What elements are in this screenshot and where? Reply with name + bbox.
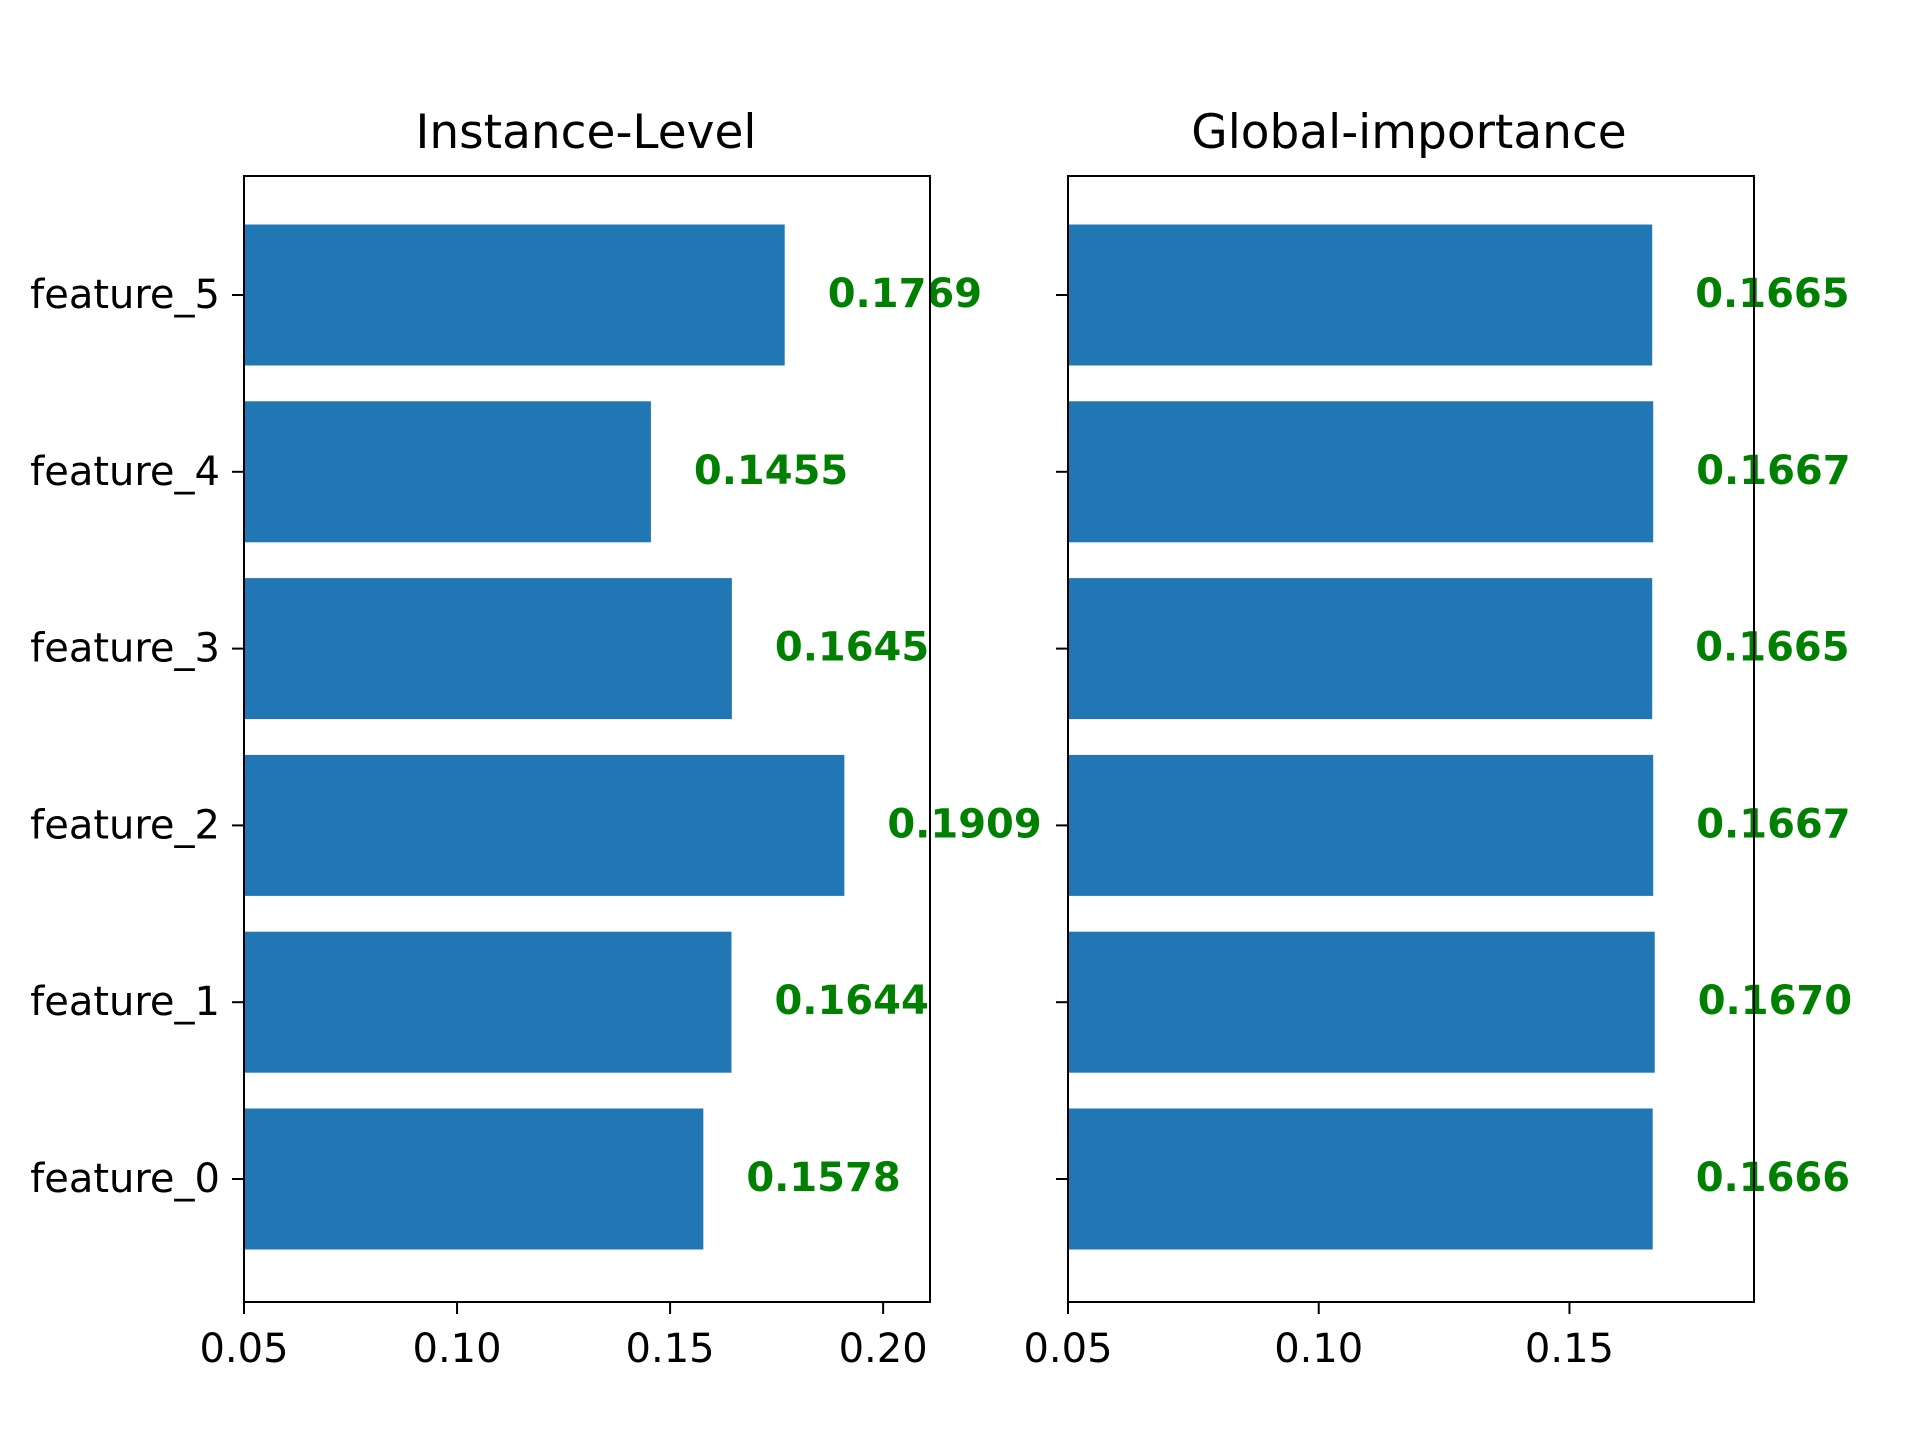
value-label: 0.1578 bbox=[746, 1155, 900, 1201]
bar-feature_3 bbox=[1068, 578, 1653, 720]
y-tick-label: feature_3 bbox=[30, 626, 220, 672]
bar-feature_5 bbox=[1068, 224, 1653, 366]
value-label: 0.1455 bbox=[694, 448, 848, 494]
bar-feature_3 bbox=[244, 578, 732, 720]
bar-feature_4 bbox=[244, 401, 651, 543]
bar-feature_0 bbox=[1068, 1108, 1653, 1250]
panel-global-importance: Global-importance 0.1666 0.1670 0.1667 0.16… bbox=[1023, 105, 1852, 1372]
y-tick-label: feature_1 bbox=[30, 979, 220, 1025]
axes-frame bbox=[243, 175, 931, 1303]
value-label: 0.1665 bbox=[1695, 625, 1849, 671]
x-tick-label: 0.15 bbox=[1525, 1326, 1614, 1372]
panel-title: Instance-Level bbox=[416, 105, 757, 160]
value-label: 0.1645 bbox=[775, 625, 929, 671]
value-label: 0.1670 bbox=[1698, 978, 1852, 1024]
value-label: 0.1909 bbox=[887, 801, 1041, 847]
x-tick-label: 0.10 bbox=[413, 1326, 502, 1372]
value-label: 0.1667 bbox=[1696, 801, 1850, 847]
value-label: 0.1667 bbox=[1696, 448, 1850, 494]
value-label: 0.1769 bbox=[828, 271, 982, 317]
y-tick-label: feature_0 bbox=[30, 1156, 220, 1202]
x-tick-label: 0.05 bbox=[199, 1326, 288, 1372]
x-tick-label: 0.05 bbox=[1023, 1326, 1112, 1372]
bar-feature_4 bbox=[1068, 401, 1654, 543]
y-tick-label: feature_2 bbox=[30, 802, 220, 848]
bar-feature_0 bbox=[244, 1108, 704, 1250]
y-tick-label: feature_4 bbox=[30, 449, 220, 495]
bar-feature_1 bbox=[1068, 931, 1655, 1073]
panel-title: Global-importance bbox=[1191, 105, 1626, 160]
axes-frame bbox=[1067, 175, 1755, 1303]
value-label: 0.1666 bbox=[1696, 1155, 1850, 1201]
bar-feature_2 bbox=[244, 754, 845, 896]
bar-feature_5 bbox=[244, 224, 785, 366]
value-label: 0.1644 bbox=[774, 978, 928, 1024]
bar-feature_1 bbox=[244, 931, 732, 1073]
x-tick-label: 0.20 bbox=[839, 1326, 928, 1372]
bar-feature_2 bbox=[1068, 754, 1654, 896]
panel-instance-level: Instance-Level 0.1578 0.1644 0.1909 0.1645 0… bbox=[30, 105, 1042, 1372]
x-tick-label: 0.15 bbox=[626, 1326, 715, 1372]
x-tick-label: 0.10 bbox=[1274, 1326, 1363, 1372]
y-tick-label: feature_5 bbox=[30, 272, 220, 318]
value-label: 0.1665 bbox=[1695, 271, 1849, 317]
